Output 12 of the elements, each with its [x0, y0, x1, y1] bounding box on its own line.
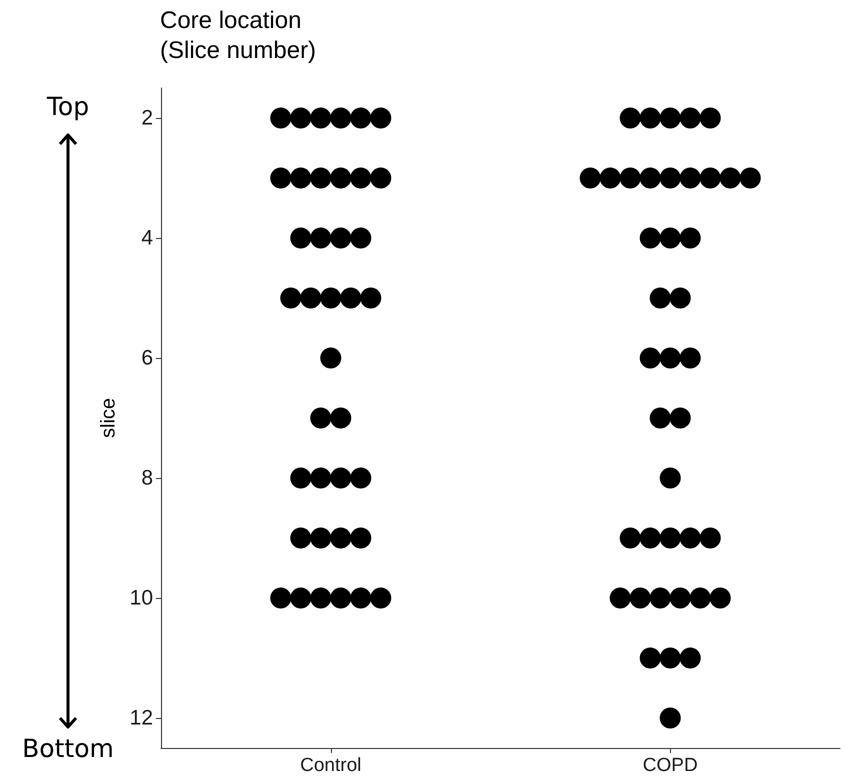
x-tick-label: Control: [300, 755, 362, 776]
y-tick-label: 8: [141, 466, 153, 490]
y-tick-label: 10: [130, 586, 153, 610]
y-tick-label: 2: [141, 106, 153, 130]
y-tick-label: 12: [130, 706, 153, 730]
y-tick-label: 4: [141, 226, 154, 250]
text: Bottom: [22, 734, 114, 763]
y-tick-label: 6: [141, 346, 153, 370]
y-axis-title: slice: [98, 398, 120, 438]
text: Top: [46, 92, 90, 121]
x-tick-label: COPD: [642, 755, 698, 776]
chart-title: Core location (Slice number): [160, 6, 316, 66]
